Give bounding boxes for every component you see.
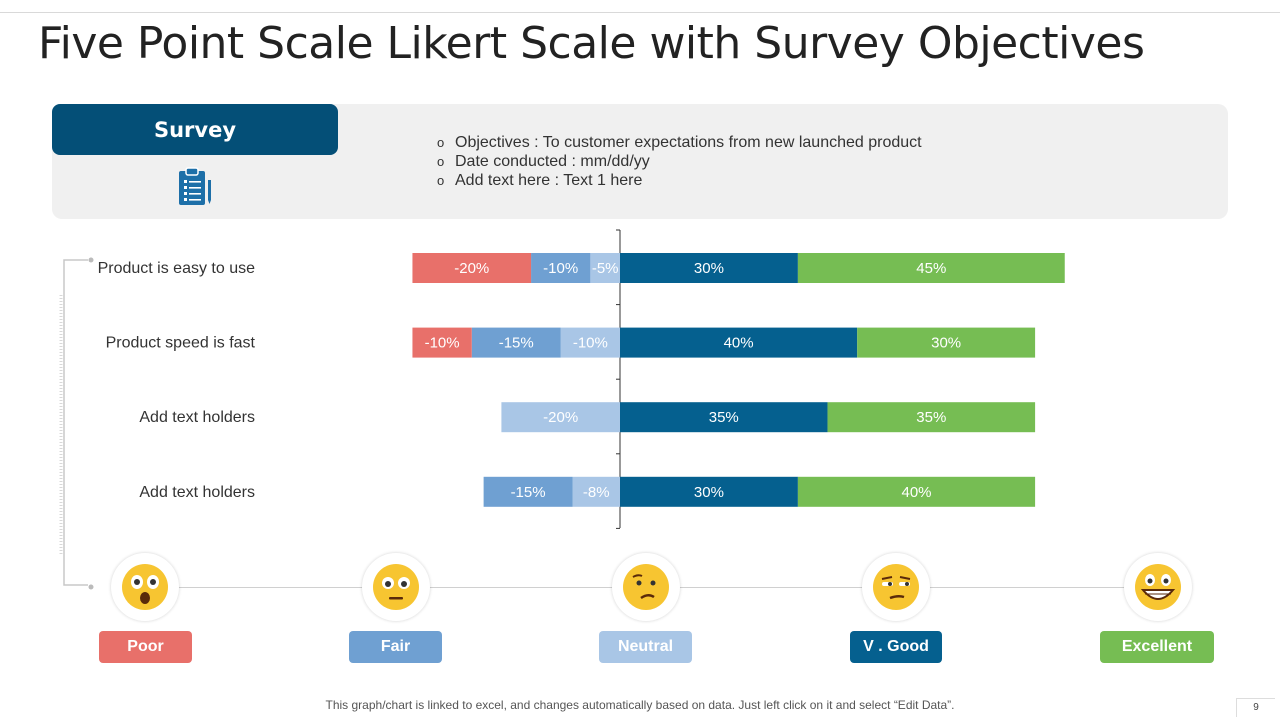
scale-vgood-emoji [862,553,930,621]
page-number: 9 [1236,698,1275,717]
scale-neutral-emoji [612,553,680,621]
footer-note: This graph/chart is linked to excel, and… [325,698,955,712]
bar-segment [857,327,1036,358]
clipboard-icon [179,167,211,205]
data-label: 35% [709,409,739,426]
bar-segment [620,253,798,283]
survey-detail-item: o Add text here : Text 1 here [437,172,643,189]
category-label: Add text holders [139,484,255,501]
bar-segment [560,327,620,358]
rating-fair: Fair [349,631,442,663]
confused-face-icon [623,564,669,610]
data-label: -10% [543,260,578,277]
category-label: Add text holders [139,409,255,426]
scale-fair-emoji [362,553,430,621]
rating-neutral: Neutral [599,631,692,663]
data-label: -8% [583,484,610,501]
data-label: 30% [931,335,961,352]
rating-poor: Poor [99,631,192,663]
scale-excellent-emoji [1124,553,1192,621]
likert-chart: Product is easy to use -5% -10% -20% 30% 45% P… [98,229,1065,529]
survey-detail-item: o Date conducted : mm/dd/yy [437,153,650,170]
data-label: -5% [592,260,619,277]
data-label: -20% [454,260,489,277]
grinning-face-icon [1135,564,1181,610]
bar-segment [620,476,798,507]
data-label: 40% [901,484,931,501]
survey-tab: Survey [52,104,338,155]
bar-segment [797,476,1036,507]
bar-segment [412,327,472,358]
survey-detail-item: o Objectives : To customer expectations f… [437,134,922,151]
bar-segment [501,402,620,433]
neutral-face-icon [373,564,419,610]
bar-segment [620,402,828,433]
bar-segment [531,253,591,283]
category-label: Product is easy to use [98,260,256,277]
top-rule [0,12,1280,13]
astonished-face-icon [122,564,168,610]
data-label: -10% [573,335,608,352]
scale-poor-emoji [111,553,179,621]
data-label: -10% [425,335,460,352]
data-label: -20% [543,409,578,426]
bar-segment [590,253,620,283]
bar-segment [471,327,561,358]
rating-vgood: V . Good [850,631,942,663]
data-label: 30% [694,484,724,501]
bar-segment [572,476,620,507]
data-label: -15% [511,484,546,501]
unamused-face-icon [873,564,919,610]
rating-excellent: Excellent [1100,631,1214,663]
data-label: 45% [916,260,946,277]
bar-segment [620,327,858,358]
survey-details: o Objectives : To customer expectations f… [437,133,922,190]
bar-segment [483,476,573,507]
category-label: Product speed is fast [106,335,256,352]
page-title: Five Point Scale Likert Scale with Surve… [38,18,1145,69]
bracket-decoration [59,257,94,590]
data-label: 35% [916,409,946,426]
data-label: 30% [694,260,724,277]
bar-segment [412,253,532,283]
data-label: -15% [499,335,534,352]
bar-segment [827,402,1036,433]
data-label: 40% [724,335,754,352]
bar-segment [797,253,1065,283]
